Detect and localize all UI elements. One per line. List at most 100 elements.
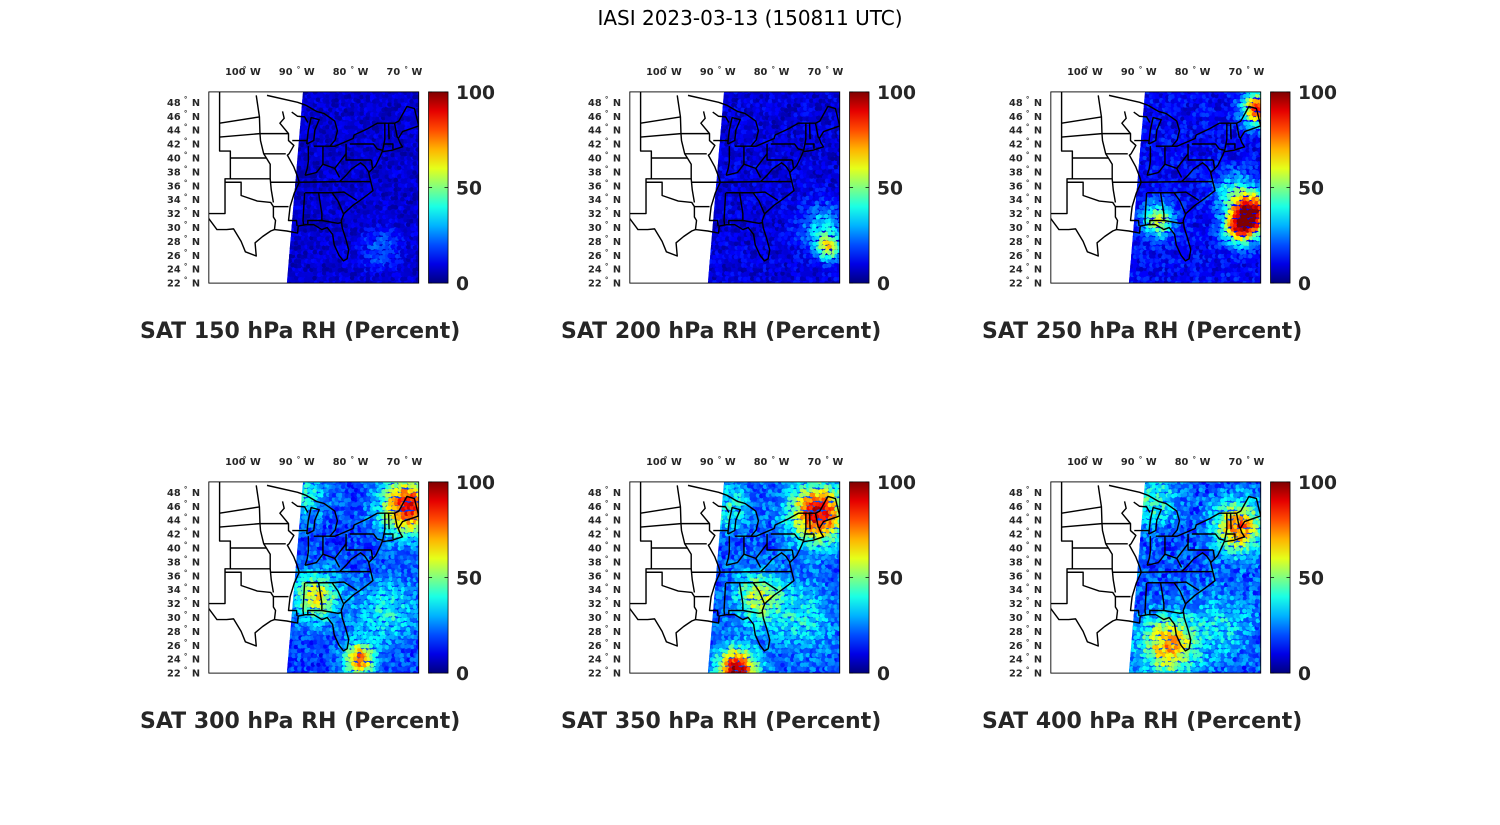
degree-symbol: ° [605, 596, 609, 605]
degree-symbol: ° [297, 64, 301, 73]
lon-tick-value: 70 [387, 457, 401, 468]
lat-tick-label: 36 ° N [1009, 178, 1042, 192]
lon-tick-value: 80 [754, 457, 768, 468]
lat-tick-label: 28 ° N [167, 233, 200, 247]
lat-tick-label: 36 ° N [588, 568, 621, 582]
lat-tick-hemi: N [192, 544, 200, 555]
lon-tick-label: 70 ° W [387, 64, 423, 78]
lat-tick-label: 42 ° N [1009, 526, 1042, 540]
lat-tick-label: 38 ° N [1009, 554, 1042, 568]
lat-tick-label: 48 ° N [588, 94, 621, 108]
lat-tick-value: 46 [588, 502, 602, 513]
lat-tick-value: 42 [167, 140, 181, 151]
lon-tick-hemi: W [1253, 457, 1264, 468]
lat-tick-hemi: N [192, 530, 200, 541]
lon-tick-hemi: W [358, 67, 369, 78]
degree-symbol: ° [184, 178, 188, 187]
lon-tick-value: 100 [646, 67, 667, 78]
colorbar-tick-label: 0 [456, 664, 469, 685]
lat-tick-value: 44 [167, 126, 181, 137]
lat-tick-value: 48 [167, 98, 181, 109]
lon-tick-hemi: W [779, 457, 790, 468]
lon-tick-label: 90 ° W [700, 454, 736, 468]
degree-symbol: ° [605, 192, 609, 201]
lat-tick-label: 26 ° N [167, 247, 200, 261]
map-panel-350: 100 ° W 90 ° W 80 ° W 70 ° W 48 ° N 46 ° N 44 ° N 42 ° N 40 ° N 38 °… [561, 454, 921, 785]
lat-tick-label: 26 ° N [588, 247, 621, 261]
lat-tick-label: 34 ° N [1009, 582, 1042, 596]
lon-tick-label: 90 ° W [1121, 64, 1157, 78]
lat-tick-label: 34 ° N [167, 192, 200, 206]
lat-tick-label: 32 ° N [588, 596, 621, 610]
lon-tick-label: 100° W [225, 64, 261, 78]
lat-tick-hemi: N [613, 516, 621, 527]
lon-tick-value: 90 [1121, 457, 1135, 468]
lat-tick-value: 32 [167, 209, 181, 220]
lon-tick-hemi: W [250, 67, 261, 78]
lat-tick-value: 46 [1009, 112, 1023, 123]
lat-tick-label: 22 ° N [588, 275, 621, 289]
degree-symbol: ° [605, 206, 609, 215]
degree-symbol: ° [1193, 454, 1197, 463]
degree-symbol: ° [825, 454, 829, 463]
lat-tick-label: 22 ° N [1009, 275, 1042, 289]
lat-tick-hemi: N [1034, 112, 1042, 123]
lat-tick-label: 38 ° N [167, 164, 200, 178]
lat-tick-hemi: N [1034, 571, 1042, 582]
lat-tick-value: 42 [1009, 530, 1023, 541]
degree-symbol: ° [605, 261, 609, 270]
colorbar-tick-label: 50 [1298, 179, 1324, 200]
degree-symbol: ° [1026, 136, 1030, 145]
lat-tick-label: 44 ° N [1009, 122, 1042, 136]
lon-tick-value: 80 [1175, 457, 1189, 468]
lat-tick-value: 24 [167, 655, 181, 666]
lat-tick-hemi: N [192, 209, 200, 220]
lon-tick-label: 70 ° W [808, 64, 844, 78]
lat-tick-value: 40 [588, 154, 602, 165]
map-svg: 100° W 90 ° W 80 ° W 70 ° W48 ° N46 ° N44 ° N42 ° N40 ° N38 °… [1009, 64, 1337, 295]
lat-tick-label: 28 ° N [588, 623, 621, 637]
colorbar-tick-label: 100 [1298, 83, 1337, 104]
map-svg: 100° W 90 ° W 80 ° W 70 ° W48 ° N46 ° N44 ° N42 ° N40 ° N38 °… [167, 64, 495, 295]
degree-symbol: ° [184, 582, 188, 591]
degree-symbol: ° [605, 540, 609, 549]
panel-title: SAT 250 hPa RH (Percent) [982, 319, 1303, 344]
lat-tick-hemi: N [613, 571, 621, 582]
degree-symbol: ° [1026, 206, 1030, 215]
lat-tick-label: 40 ° N [167, 150, 200, 164]
lon-tick-label: 70 ° W [808, 454, 844, 468]
lat-tick-value: 28 [167, 237, 181, 248]
degree-symbol: ° [184, 233, 188, 242]
colorbar-tick-label: 0 [1298, 664, 1311, 685]
degree-symbol: ° [1026, 233, 1030, 242]
map-panel-200: 100 ° W 90 ° W 80 ° W 70 ° W 48 ° N 46 ° N 44 ° N 42 ° N 40 ° N 38 °… [561, 64, 921, 395]
lat-tick-label: 32 ° N [1009, 596, 1042, 610]
lon-tick-value: 70 [387, 67, 401, 78]
lon-tick-label: 70 ° W [1229, 64, 1265, 78]
degree-symbol: ° [605, 150, 609, 159]
lon-tick-value: 100 [1067, 67, 1088, 78]
degree-symbol: ° [1026, 150, 1030, 159]
lat-tick-value: 46 [167, 112, 181, 123]
degree-symbol: ° [351, 64, 355, 73]
lon-tick-hemi: W [250, 457, 261, 468]
lon-tick-value: 100 [225, 457, 246, 468]
colorbar-tick-label: 100 [1298, 473, 1337, 494]
lat-tick-value: 26 [588, 641, 602, 652]
lat-tick-value: 48 [1009, 98, 1023, 109]
lat-tick-value: 34 [1009, 585, 1023, 596]
lat-tick-hemi: N [613, 140, 621, 151]
lon-tick-value: 100 [646, 457, 667, 468]
lat-tick-label: 34 ° N [167, 582, 200, 596]
lat-tick-value: 34 [167, 585, 181, 596]
degree-symbol: ° [184, 122, 188, 131]
lon-tick-hemi: W [671, 67, 682, 78]
lon-tick-label: 100° W [1067, 454, 1103, 468]
lat-tick-hemi: N [1034, 265, 1042, 276]
degree-symbol: ° [184, 206, 188, 215]
lat-tick-value: 28 [167, 627, 181, 638]
degree-symbol: ° [605, 526, 609, 535]
degree-symbol: ° [184, 192, 188, 201]
lat-tick-label: 24 ° N [167, 261, 200, 275]
lon-tick-label: 100° W [646, 64, 682, 78]
